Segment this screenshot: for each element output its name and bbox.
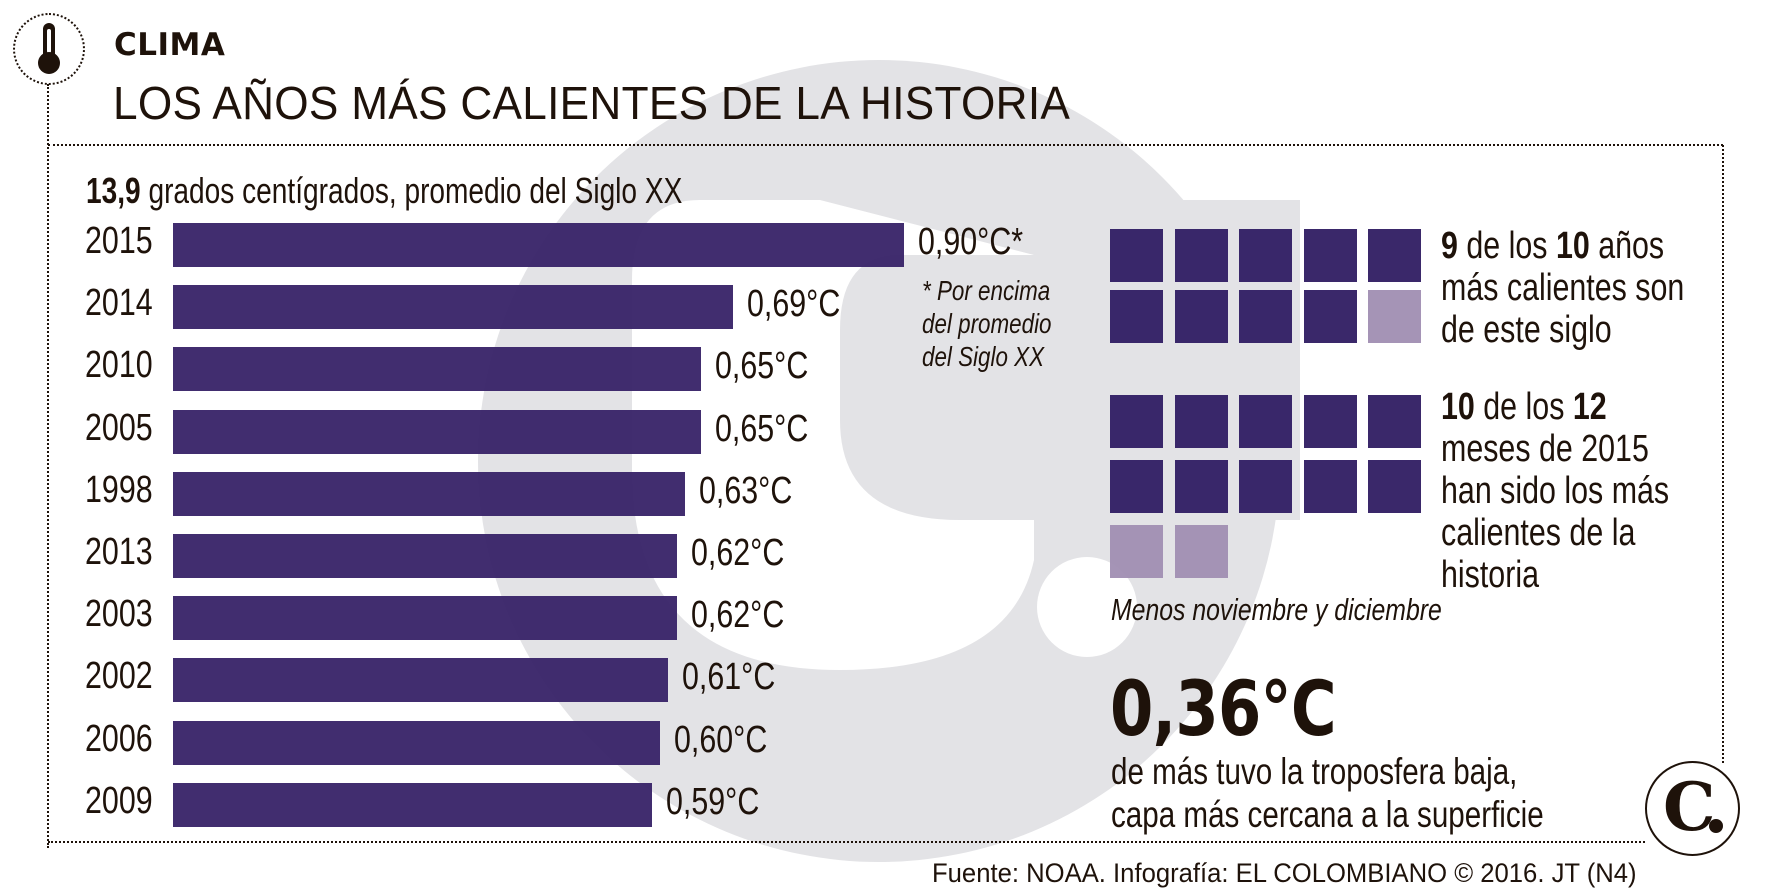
bar bbox=[173, 223, 904, 267]
bar bbox=[173, 720, 661, 765]
square-filled bbox=[1110, 229, 1163, 282]
frame-top-border bbox=[48, 144, 1723, 146]
frame-bottom-border bbox=[48, 841, 1645, 843]
logo-dot-icon bbox=[1709, 819, 1723, 833]
square-filled bbox=[1303, 460, 1357, 513]
square-filled bbox=[1239, 460, 1292, 513]
bar-value-label: 0,60°C bbox=[674, 718, 768, 761]
section-kicker: CLIMA bbox=[114, 27, 226, 63]
thermometer-icon bbox=[13, 13, 85, 85]
square-filled bbox=[1368, 460, 1421, 513]
square-filled bbox=[1239, 290, 1292, 343]
square-filled bbox=[1368, 395, 1421, 448]
bar-year-label: 2003 bbox=[85, 593, 153, 636]
troposphere-value: 0,36°C bbox=[1110, 664, 1337, 753]
stat-months-text: 10 de los 12 meses de 2015 han sido los … bbox=[1441, 386, 1670, 596]
bar-year-label: 2006 bbox=[85, 717, 153, 760]
logo-letter: C bbox=[1663, 768, 1716, 846]
square-filled bbox=[1303, 395, 1357, 448]
frame-right-border bbox=[1722, 145, 1724, 763]
stat-years-text: 9 de los 10 años más calientes son de es… bbox=[1441, 225, 1685, 351]
el-colombiano-logo: C bbox=[1645, 761, 1740, 856]
bar bbox=[173, 409, 701, 454]
troposphere-caption: de más tuvo la troposfera baja, capa más… bbox=[1111, 751, 1544, 835]
bar-value-label: 0,65°C bbox=[714, 345, 809, 388]
square-empty bbox=[1174, 525, 1228, 578]
square-filled bbox=[1239, 229, 1292, 282]
square-filled bbox=[1174, 460, 1228, 513]
bar-value-label: 0,65°C bbox=[714, 407, 809, 450]
square-filled bbox=[1174, 395, 1228, 448]
bar bbox=[173, 471, 685, 516]
bar bbox=[173, 596, 677, 641]
square-filled bbox=[1303, 290, 1357, 343]
square-filled bbox=[1303, 229, 1357, 282]
bar-value-label: 0,63°C bbox=[698, 469, 792, 512]
bar bbox=[173, 285, 734, 330]
square-filled bbox=[1174, 290, 1228, 343]
bar-value-label: 0,61°C bbox=[682, 656, 776, 699]
bar-year-label: 2005 bbox=[85, 406, 153, 449]
square-filled bbox=[1110, 290, 1163, 343]
bar-year-label: 2009 bbox=[85, 779, 153, 822]
square-filled bbox=[1110, 395, 1163, 448]
page-title: LOS AÑOS MÁS CALIENTES DE LA HISTORIA bbox=[113, 77, 1071, 129]
months-note: Menos noviembre y diciembre bbox=[1111, 592, 1442, 627]
bar-value-label: 0,69°C bbox=[747, 283, 841, 326]
bar-value-label: 0,90°C* bbox=[918, 221, 1024, 263]
square-filled bbox=[1239, 395, 1292, 448]
bar bbox=[173, 534, 677, 578]
square-empty bbox=[1368, 290, 1421, 343]
frame-left-border bbox=[47, 84, 49, 848]
bar-year-label: 2014 bbox=[85, 282, 153, 325]
bar-year-label: 2002 bbox=[85, 655, 153, 698]
bar-year-label: 2010 bbox=[85, 344, 153, 387]
bar-year-label: 2015 bbox=[85, 220, 153, 262]
average-value: 13,9 bbox=[86, 170, 141, 211]
bar-value-label: 0,62°C bbox=[690, 594, 784, 637]
source-credit: Fuente: NOAA. Infografía: EL COLOMBIANO … bbox=[932, 858, 1637, 888]
bar bbox=[173, 782, 653, 827]
bar-value-label: 0,59°C bbox=[666, 780, 760, 823]
bar bbox=[173, 658, 669, 703]
bar-year-label: 2013 bbox=[85, 531, 153, 573]
square-filled bbox=[1368, 229, 1421, 282]
bar-year-label: 1998 bbox=[85, 468, 153, 511]
bar-value-label: 0,62°C bbox=[690, 532, 784, 574]
square-empty bbox=[1110, 525, 1163, 578]
average-label: grados centígrados, promedio del Siglo X… bbox=[140, 170, 683, 211]
chart-subtitle: 13,9 grados centígrados, promedio del Si… bbox=[86, 170, 850, 212]
chart-footnote: * Por encima del promedio del Siglo XX bbox=[922, 275, 1052, 372]
square-filled bbox=[1174, 229, 1228, 282]
bar bbox=[173, 347, 701, 392]
square-filled bbox=[1110, 460, 1163, 513]
